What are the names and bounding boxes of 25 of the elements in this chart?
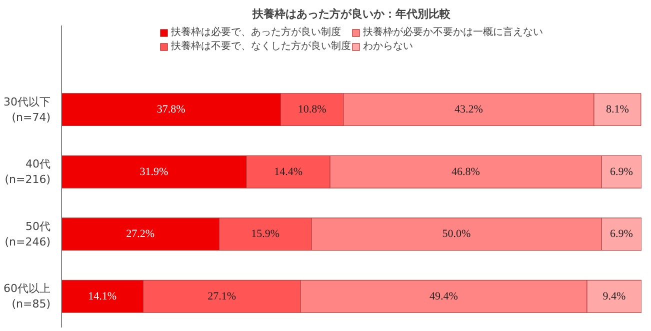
data-label: 50.0% bbox=[442, 228, 471, 240]
chart-title: 扶養枠はあった方が良いか：年代別比較 bbox=[252, 8, 452, 20]
y-tick-label: 40代 (n=216) bbox=[4, 158, 51, 186]
legend-label: 扶養枠が必要か不要かは一概に言えない bbox=[363, 26, 543, 39]
legend-label: 扶養枠は不要で、なくした方が良い制度 bbox=[171, 40, 351, 53]
data-label: 27.2% bbox=[126, 228, 155, 240]
y-tick-label: 60代以上 (n=85) bbox=[4, 282, 51, 311]
data-label: 8.1% bbox=[606, 104, 629, 116]
data-label: 46.8% bbox=[452, 166, 480, 178]
data-label: 15.9% bbox=[251, 228, 280, 240]
data-label: 27.1% bbox=[208, 290, 236, 302]
y-tick-label: 50代 (n=246) bbox=[4, 220, 51, 248]
data-label: 9.4% bbox=[602, 290, 626, 302]
data-label: 31.9% bbox=[140, 166, 168, 178]
y-tick-label: 30代以下 (n=74) bbox=[4, 95, 51, 124]
data-label: 6.9% bbox=[610, 228, 633, 240]
data-label: 6.9% bbox=[610, 166, 633, 178]
data-label: 37.8% bbox=[156, 104, 186, 116]
legend-label: わからない bbox=[363, 40, 413, 53]
data-label: 10.8% bbox=[298, 104, 326, 116]
data-label: 43.2% bbox=[454, 104, 483, 116]
legend-label: 扶養枠は必要で、あった方が良い制度 bbox=[171, 26, 341, 39]
data-label: 14.1% bbox=[88, 290, 117, 302]
data-label: 14.4% bbox=[274, 166, 302, 178]
data-label: 49.4% bbox=[430, 290, 458, 302]
